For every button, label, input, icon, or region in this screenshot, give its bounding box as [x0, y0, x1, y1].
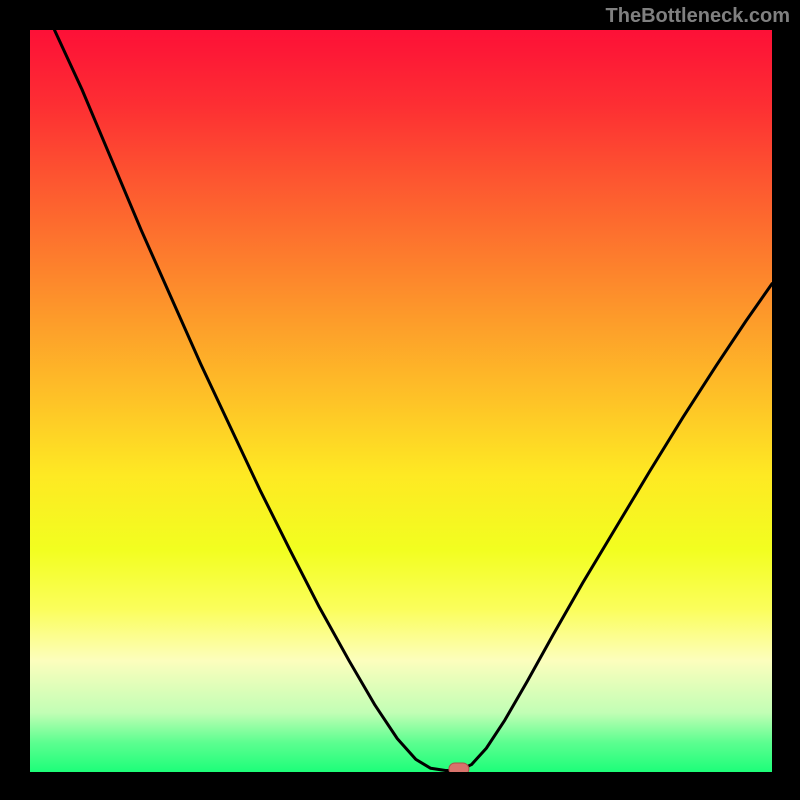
curve-layer [30, 30, 772, 772]
chart-area [30, 30, 772, 772]
watermark-text: TheBottleneck.com [606, 5, 790, 28]
bottleneck-curve [54, 30, 772, 771]
curve-marker [449, 763, 469, 772]
